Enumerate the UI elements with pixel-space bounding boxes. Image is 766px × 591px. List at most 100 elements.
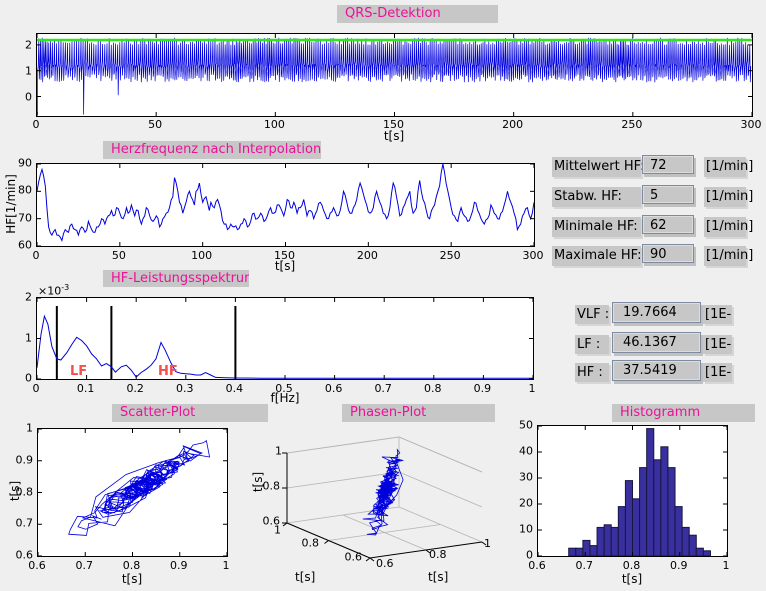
histogram-bar <box>639 467 648 556</box>
histogram-y-tick-label: 0 <box>526 548 533 562</box>
spectrum-x-tick-label: 0.1 <box>76 382 95 395</box>
qrs-plot-title: QRS-Detektion <box>337 5 498 23</box>
histogram-y-tick-label: 40 <box>519 444 533 458</box>
scatter-y-tick-label: 0.6 <box>15 548 34 562</box>
qrs-y-tick-label: 0 <box>25 90 32 103</box>
phase-z-tick-label: 0.8 <box>262 479 281 493</box>
histogram-x-tick-label: 1 <box>722 559 730 572</box>
histogram-x-tick-label: 0.8 <box>622 559 641 572</box>
hr-stat-label: Maximale HF: <box>552 246 641 266</box>
qrs-x-tick-label: 200 <box>502 118 524 131</box>
hr-trace <box>37 164 534 242</box>
band-power-value-field[interactable]: 19.7664 <box>612 302 701 323</box>
spectrum-x-tick-label: 1 <box>528 382 536 395</box>
scatter-x-tick-label: 0.9 <box>170 559 188 572</box>
hr-stat-unit-label: [1/min] <box>704 217 753 237</box>
scatter-y-tick-label: 0.8 <box>15 485 34 498</box>
hr-stat-value-field[interactable]: 5 <box>642 185 694 204</box>
hr-stat-value-field[interactable]: 72 <box>642 155 694 174</box>
scatter-x-tick-label: 0.6 <box>28 559 46 572</box>
hr-y-tick-label: 90 <box>18 156 32 170</box>
histogram-y-tick-label: 20 <box>519 496 533 510</box>
hr-stat-unit-label: [1/min] <box>704 157 753 177</box>
phase-plot <box>282 436 487 562</box>
phase-xlabel-right: t[s] <box>428 570 449 584</box>
spectrum-y-tick-label: 0 <box>25 371 32 385</box>
hr-y-tick-label: 60 <box>18 238 32 252</box>
qrs-x-tick-label: 150 <box>383 118 404 131</box>
qrs-x-tick-label: 300 <box>740 118 762 131</box>
spectrum-xlabel: f[Hz] <box>270 391 300 405</box>
spectrum-x-tick-label: 0.2 <box>126 382 144 395</box>
band-power-value-field[interactable]: 46.1367 <box>612 332 701 353</box>
spectrum-x-tick-label: 0.3 <box>176 382 194 395</box>
histogram-bar <box>568 547 577 556</box>
hr-y-tick-label: 80 <box>18 183 32 197</box>
qrs-plot <box>36 33 753 117</box>
histogram-bar <box>632 498 641 556</box>
histogram-xlabel: t[s] <box>621 572 643 586</box>
spectrum-x-tick-label: 0.8 <box>424 382 442 395</box>
hr-stat-unit-label: [1/min] <box>704 246 753 266</box>
hr-stat-label: Stabw. HF: <box>552 187 641 207</box>
band-power-unit-label: [1E- <box>703 363 732 382</box>
phase-right-axis-tick-label: 0.6 <box>376 557 394 570</box>
spectrum-plot <box>36 297 534 380</box>
hr-stat-value-field[interactable]: 62 <box>642 215 694 234</box>
phase-left-axis-tick-label: 0.8 <box>301 536 320 550</box>
histogram-bar <box>695 547 704 556</box>
histogram-x-tick-label: 0.9 <box>670 559 688 572</box>
ecg-trace <box>37 37 752 116</box>
histogram-bar <box>589 545 598 556</box>
qrs-x-tick-label: 100 <box>263 118 285 131</box>
qrs-y-tick-label: 1 <box>25 64 32 78</box>
qrs-x-tick-label: 50 <box>148 118 163 131</box>
histogram-bar <box>681 526 690 556</box>
scatter-y-tick-label: 0.9 <box>15 453 34 467</box>
band-power-label: VLF : <box>575 305 610 324</box>
band-power-value-field[interactable]: 37.5419 <box>612 360 701 381</box>
spectrum-x-tick-label: 0.7 <box>374 382 392 395</box>
band-power-unit-label: [1E- <box>703 305 732 324</box>
phase-z-tick-label: 1 <box>275 444 282 458</box>
phase-left-axis-tick-label: 0.6 <box>344 550 363 564</box>
histogram-y-tick-label: 50 <box>519 418 533 432</box>
hr-x-tick-label: 300 <box>522 249 544 262</box>
hr-plot-title: Herzfrequenz nach Interpolation <box>103 141 321 159</box>
qrs-x-tick-label: 0 <box>32 118 40 131</box>
scatter-plot-title: Scatter-Plot <box>112 404 268 422</box>
histogram-bar <box>702 550 711 556</box>
hr-x-tick-label: 150 <box>274 249 295 262</box>
hr-x-tick-label: 0 <box>32 249 40 262</box>
hr-plot <box>36 163 535 247</box>
histogram-bar <box>603 524 612 556</box>
histogram-bar <box>646 428 655 556</box>
histogram-bar <box>575 547 584 556</box>
spectrum-x-tick-label: 0.4 <box>225 382 244 395</box>
spectrum-plot-title: HF-Leistungsspektrum <box>103 270 249 287</box>
qrs-y-tick-label: 2 <box>25 38 32 52</box>
spectrum-x-tick-label: 0.9 <box>473 382 492 395</box>
histogram-x-tick-label: 0.7 <box>575 559 594 572</box>
spectrum-y-tick-label: 1 <box>25 331 32 344</box>
histogram-bar <box>688 534 697 556</box>
phase-trace <box>362 448 404 536</box>
histogram-bar <box>653 459 662 556</box>
hr-stat-label: Mittelwert HF: <box>552 157 644 177</box>
hr-stat-value-field[interactable]: 90 <box>642 244 694 263</box>
spectrum-y-tick-label: 2 <box>25 290 32 304</box>
band-power-label: LF : <box>575 335 609 354</box>
histogram-y-tick-label: 30 <box>519 470 533 484</box>
hr-x-tick-label: 250 <box>439 249 461 262</box>
scatter-y-tick-label: 0.7 <box>15 516 34 530</box>
hr-y-tick-label: 70 <box>18 211 32 225</box>
hr-stat-unit-label: [1/min] <box>704 187 753 207</box>
hr-ylabel: HF[1/min] <box>4 174 18 234</box>
histogram-bar <box>596 526 605 556</box>
scatter-trace <box>68 440 211 536</box>
scatter-y-tick-label: 1 <box>26 421 33 435</box>
histogram-x-tick-label: 0.6 <box>528 559 546 572</box>
spectrum-x-tick-label: 0.5 <box>275 382 293 395</box>
spectrum-exponent-label: ×10-3 <box>38 283 70 298</box>
